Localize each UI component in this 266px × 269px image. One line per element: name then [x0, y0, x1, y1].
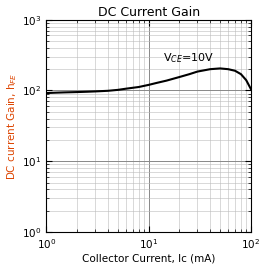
Text: V$_{CE}$=10V: V$_{CE}$=10V [163, 51, 214, 65]
Title: DC Current Gain: DC Current Gain [98, 6, 200, 19]
X-axis label: Collector Current, Ic (mA): Collector Current, Ic (mA) [82, 253, 215, 263]
Y-axis label: DC current Gain, h$_{FE}$: DC current Gain, h$_{FE}$ [6, 72, 19, 180]
